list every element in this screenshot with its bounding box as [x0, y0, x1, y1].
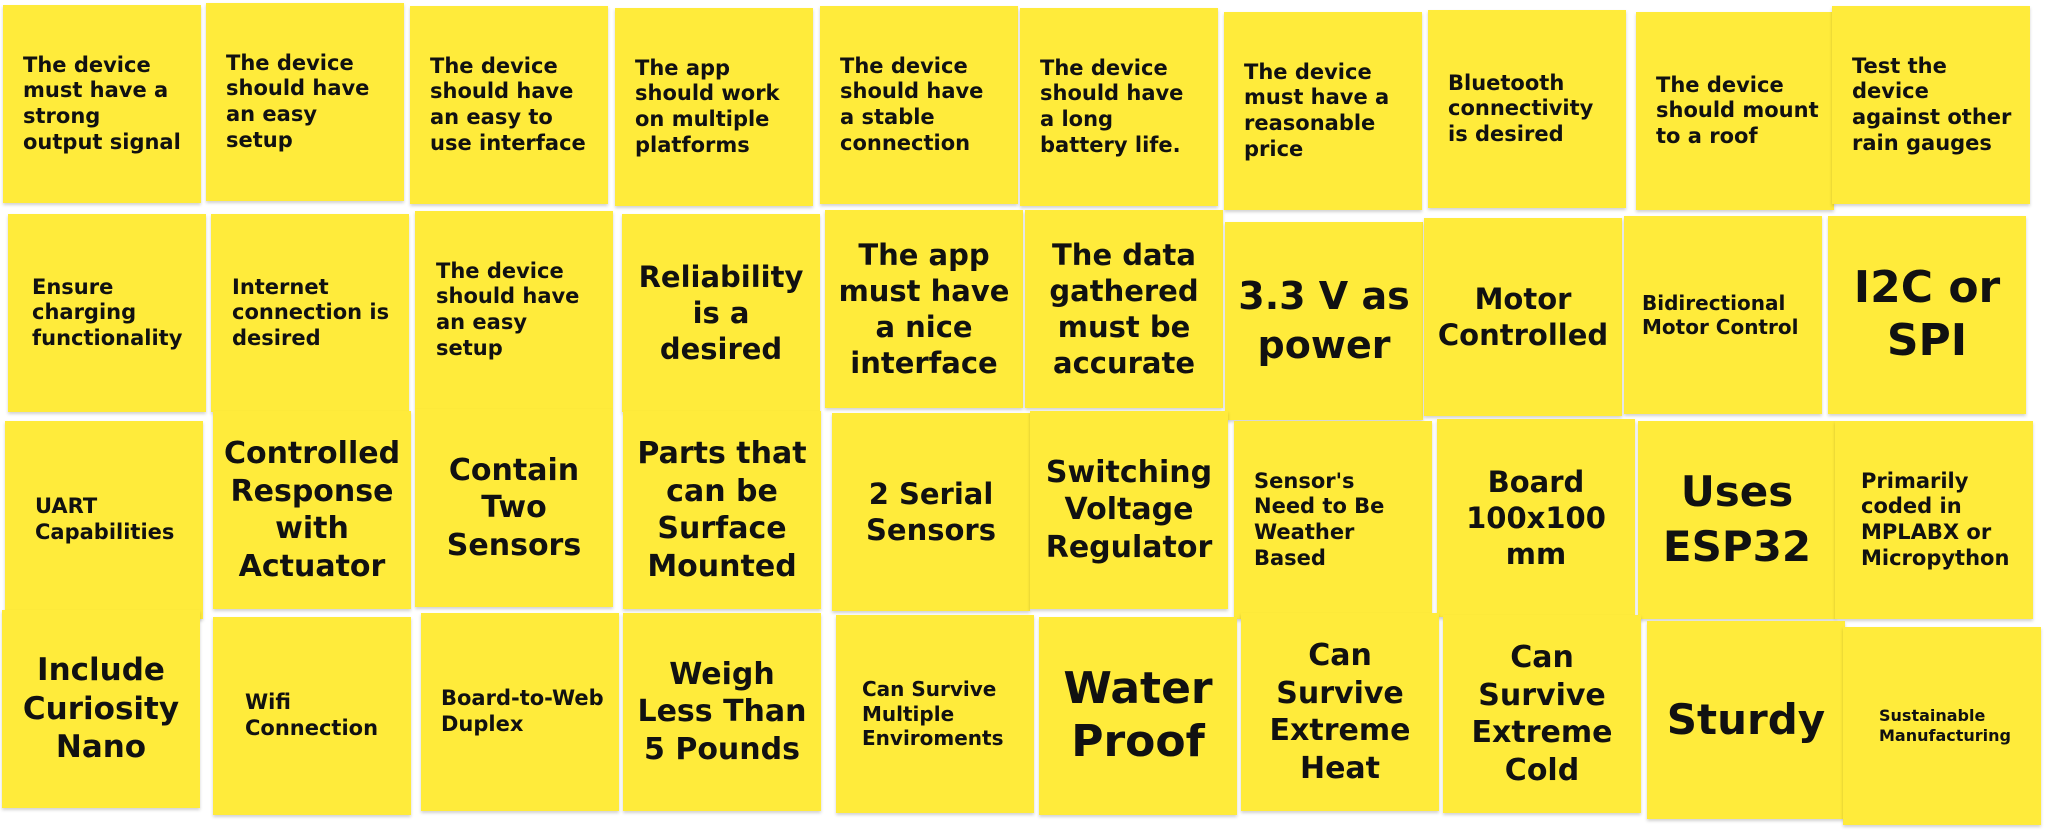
sticky-note-text: The device should have an easy to use in… — [430, 53, 586, 155]
sticky-note[interactable]: The device should have a long battery li… — [1020, 8, 1218, 206]
sticky-note[interactable]: Sensor's Need to Be Weather Based — [1234, 421, 1432, 619]
sticky-note[interactable]: Internet connection is desired — [211, 214, 409, 412]
sticky-note-text: Include Curiosity Nano — [22, 651, 180, 766]
sticky-note[interactable]: Motor Controlled — [1424, 218, 1622, 416]
sticky-note-text: Primarily coded in MPLABX or Micropython — [1861, 468, 2010, 570]
sticky-note-text: Test the device against other rain gauge… — [1852, 53, 2012, 155]
sticky-note[interactable]: Ensure charging functionality — [8, 214, 206, 412]
sticky-note-text: Can Survive Extreme Heat — [1269, 638, 1411, 786]
sticky-note[interactable]: Can Survive Extreme Cold — [1443, 615, 1641, 813]
sticky-note[interactable]: The device should have a stable connecti… — [820, 6, 1018, 204]
sticky-note-text: Internet connection is desired — [232, 274, 390, 350]
sticky-note[interactable]: Sturdy — [1647, 621, 1845, 819]
sticky-note[interactable]: Bluetooth connectivity is desired — [1428, 10, 1626, 208]
sticky-note[interactable]: Board-to-Web Duplex — [421, 613, 619, 811]
sticky-note[interactable]: Parts that can be Surface Mounted — [623, 411, 821, 609]
sticky-note[interactable]: Board 100x100 mm — [1437, 419, 1635, 617]
sticky-note-text: Sturdy — [1666, 694, 1826, 744]
sticky-note-text: The device should have a stable connecti… — [840, 53, 984, 155]
sticky-note-text: Parts that can be Surface Mounted — [637, 436, 807, 584]
sticky-note-text: Controlled Response with Actuator — [223, 436, 401, 584]
sticky-note-text: Ensure charging functionality — [32, 274, 183, 350]
sticky-note[interactable]: Test the device against other rain gauge… — [1832, 6, 2030, 204]
sticky-note[interactable]: Wifi Connection — [213, 617, 411, 815]
sticky-note-text: UART Capabilities — [35, 494, 175, 544]
sticky-note-text: The device should have an easy setup — [436, 258, 580, 360]
sticky-note[interactable]: The device should have an easy to use in… — [410, 6, 608, 204]
sticky-note-text: Can Survive Extreme Cold — [1471, 640, 1613, 788]
sticky-note-text: Switching Voltage Regulator — [1045, 454, 1213, 565]
sticky-note[interactable]: Sustainable Manufacturing — [1843, 627, 2041, 825]
sticky-note-text: The device should mount to a roof — [1656, 72, 1819, 148]
sticky-note[interactable]: Bidirectional Motor Control — [1624, 216, 1822, 414]
sticky-note[interactable]: 3.3 V as power — [1225, 222, 1423, 420]
sticky-note-text: Reliability is a desired — [638, 259, 804, 367]
sticky-note[interactable]: Include Curiosity Nano — [2, 610, 200, 808]
sticky-note-text: I2C or SPI — [1853, 262, 2001, 366]
sticky-note-text: Water Proof — [1063, 663, 1213, 767]
sticky-note[interactable]: Controlled Response with Actuator — [213, 411, 411, 609]
sticky-note-text: The data gathered must be accurate — [1049, 237, 1199, 381]
sticky-note[interactable]: The device must have a reasonable price — [1224, 12, 1422, 210]
sticky-note[interactable]: The data gathered must be accurate — [1025, 210, 1223, 408]
sticky-note-text: 3.3 V as power — [1238, 273, 1410, 367]
sticky-note[interactable]: Weigh Less Than 5 Pounds — [623, 613, 821, 811]
sticky-note-text: Uses ESP32 — [1662, 467, 1812, 571]
sticky-note-text: The app must have a nice interface — [838, 237, 1010, 381]
sticky-note-text: Motor Controlled — [1437, 281, 1609, 352]
sticky-note-text: The app should work on multiple platform… — [635, 55, 780, 157]
sticky-note[interactable]: The device should have an easy setup — [415, 211, 613, 409]
sticky-note[interactable]: Uses ESP32 — [1638, 421, 1836, 619]
sticky-note[interactable]: Reliability is a desired — [622, 214, 820, 412]
sticky-note[interactable]: Primarily coded in MPLABX or Micropython — [1835, 421, 2033, 619]
sticky-note-text: Sensor's Need to Be Weather Based — [1254, 468, 1385, 570]
sticky-note-text: The device must have a reasonable price — [1244, 59, 1390, 161]
sticky-note-text: Bluetooth connectivity is desired — [1448, 70, 1594, 146]
sticky-note[interactable]: The app must have a nice interface — [825, 210, 1023, 408]
sticky-note[interactable]: The app should work on multiple platform… — [615, 8, 813, 206]
sticky-note-text: Board 100x100 mm — [1466, 464, 1606, 572]
sticky-note-text: Bidirectional Motor Control — [1642, 290, 1799, 339]
sticky-note[interactable]: Can Survive Multiple Enviroments — [836, 615, 1034, 813]
sticky-note[interactable]: The device must have a strong output sig… — [3, 5, 201, 203]
sticky-note-text: Can Survive Multiple Enviroments — [862, 677, 1004, 751]
sticky-note-text: 2 Serial Sensors — [866, 476, 996, 547]
sticky-note-text: Sustainable Manufacturing — [1879, 706, 2011, 745]
sticky-note[interactable]: 2 Serial Sensors — [832, 413, 1030, 611]
sticky-note-text: Board-to-Web Duplex — [441, 686, 604, 736]
sticky-note-text: The device must have a strong output sig… — [23, 52, 181, 154]
sticky-note[interactable]: Can Survive Extreme Heat — [1241, 613, 1439, 811]
sticky-note-text: Weigh Less Than 5 Pounds — [637, 656, 807, 767]
sticky-note-text: Wifi Connection — [245, 690, 379, 740]
sticky-note-text: The device should have a long battery li… — [1040, 55, 1184, 157]
sticky-note[interactable]: Water Proof — [1039, 617, 1237, 815]
sticky-note[interactable]: The device should have an easy setup — [206, 3, 404, 201]
sticky-note[interactable]: I2C or SPI — [1828, 216, 2026, 414]
sticky-note-text: The device should have an easy setup — [226, 50, 370, 152]
sticky-note-text: Contain Two Sensors — [446, 452, 582, 563]
sticky-note[interactable]: Switching Voltage Regulator — [1030, 411, 1228, 609]
sticky-note[interactable]: Contain Two Sensors — [415, 409, 613, 607]
sticky-note[interactable]: UART Capabilities — [5, 421, 203, 619]
sticky-note[interactable]: The device should mount to a roof — [1636, 12, 1834, 210]
